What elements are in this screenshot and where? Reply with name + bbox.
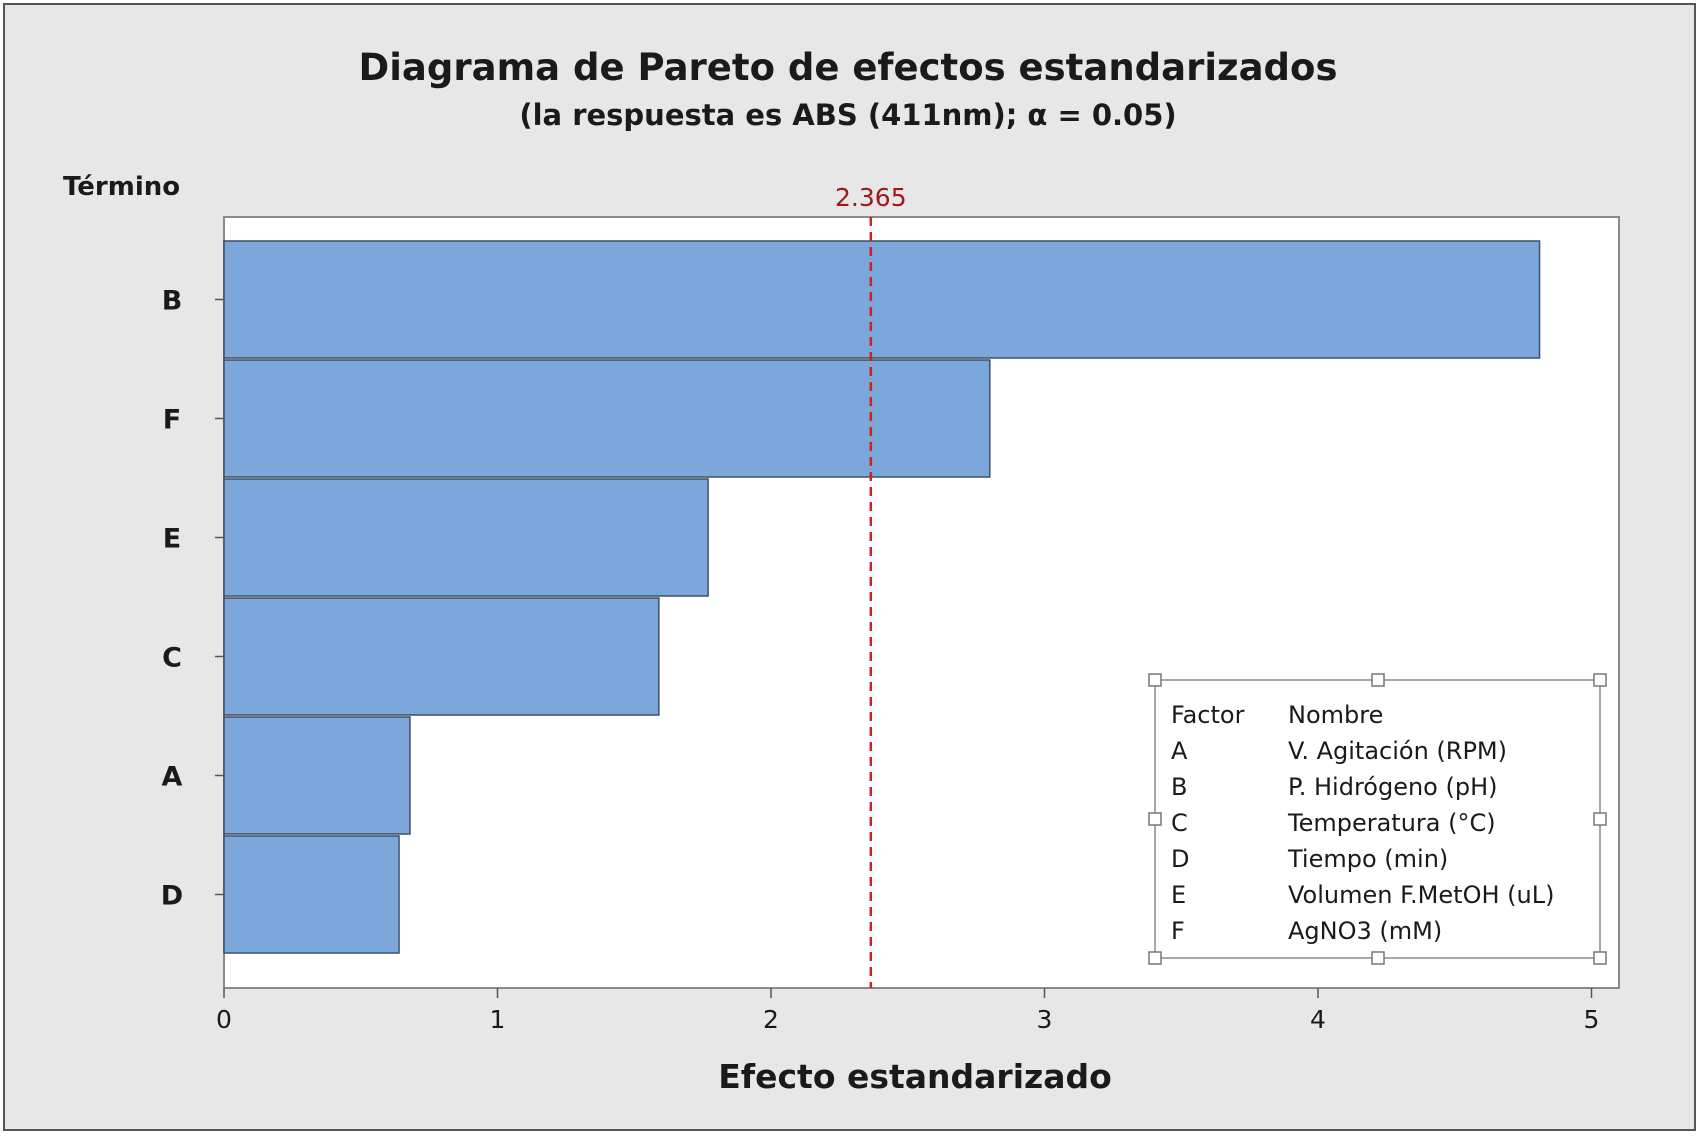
reference-layer: 2.365 (835, 183, 907, 988)
x-tick-label: 0 (216, 1005, 232, 1034)
legend-name: Temperatura (°C) (1287, 809, 1496, 837)
y-tick-label: E (163, 524, 181, 555)
legend-name: Volumen F.MetOH (uL) (1288, 881, 1554, 909)
legend-name: P. Hidrógeno (pH) (1288, 773, 1498, 801)
legend-factor: F (1171, 917, 1185, 945)
legend-resize-handle[interactable] (1148, 951, 1162, 965)
legend-resize-handle[interactable] (1593, 951, 1607, 965)
chart-title: Diagrama de Pareto de efectos estandariz… (359, 46, 1338, 89)
x-tick-label: 4 (1310, 1005, 1326, 1034)
legend-name: Tiempo (min) (1287, 845, 1448, 873)
chart-subtitle: (la respuesta es ABS (411nm); α = 0.05) (519, 98, 1176, 132)
bar-B (223, 240, 1541, 359)
x-tick-label: 5 (1584, 1005, 1600, 1034)
chart-frame: Diagrama de Pareto de efectos estandariz… (3, 3, 1696, 1131)
legend-factor: C (1171, 809, 1188, 837)
x-tick-label: 3 (1037, 1005, 1053, 1034)
legend-factor: B (1171, 773, 1187, 801)
bar-E (223, 478, 709, 597)
legend-resize-handle[interactable] (1593, 812, 1607, 826)
legend-resize-handle[interactable] (1371, 951, 1385, 965)
y-tick-label: C (162, 643, 182, 674)
bar-A (223, 716, 411, 835)
legend-factor: A (1171, 737, 1188, 765)
legend: Factor Nombre A V. Agitación (RPM) B P. … (1148, 673, 1607, 965)
y-tick-label: F (163, 405, 181, 436)
x-tick-label: 2 (763, 1005, 779, 1034)
bar-C (223, 597, 660, 716)
bar-F (223, 359, 991, 478)
legend-resize-handle[interactable] (1148, 673, 1162, 687)
y-axis-label: Término (63, 172, 180, 202)
legend-name: AgNO3 (mM) (1288, 917, 1442, 945)
y-tick-label: D (161, 881, 183, 912)
reference-line-label: 2.365 (835, 183, 907, 212)
legend-header-factor: Factor (1171, 701, 1245, 729)
x-axis-label: Efecto estandarizado (718, 1057, 1112, 1096)
y-tick-label: B (162, 286, 183, 317)
legend-resize-handle[interactable] (1593, 673, 1607, 687)
legend-box (1154, 679, 1601, 959)
legend-resize-handle[interactable] (1371, 673, 1385, 687)
legend-factor: D (1171, 845, 1189, 873)
bars-layer (223, 240, 1541, 954)
legend-resize-handle[interactable] (1148, 812, 1162, 826)
legend-header-name: Nombre (1288, 701, 1383, 729)
legend-name: V. Agitación (RPM) (1288, 737, 1507, 765)
pareto-chart: Diagrama de Pareto de efectos estandariz… (63, 46, 1620, 1096)
legend-factor: E (1171, 881, 1186, 909)
x-tick-label: 1 (490, 1005, 506, 1034)
y-tick-label: A (162, 762, 183, 793)
bar-D (223, 835, 400, 954)
